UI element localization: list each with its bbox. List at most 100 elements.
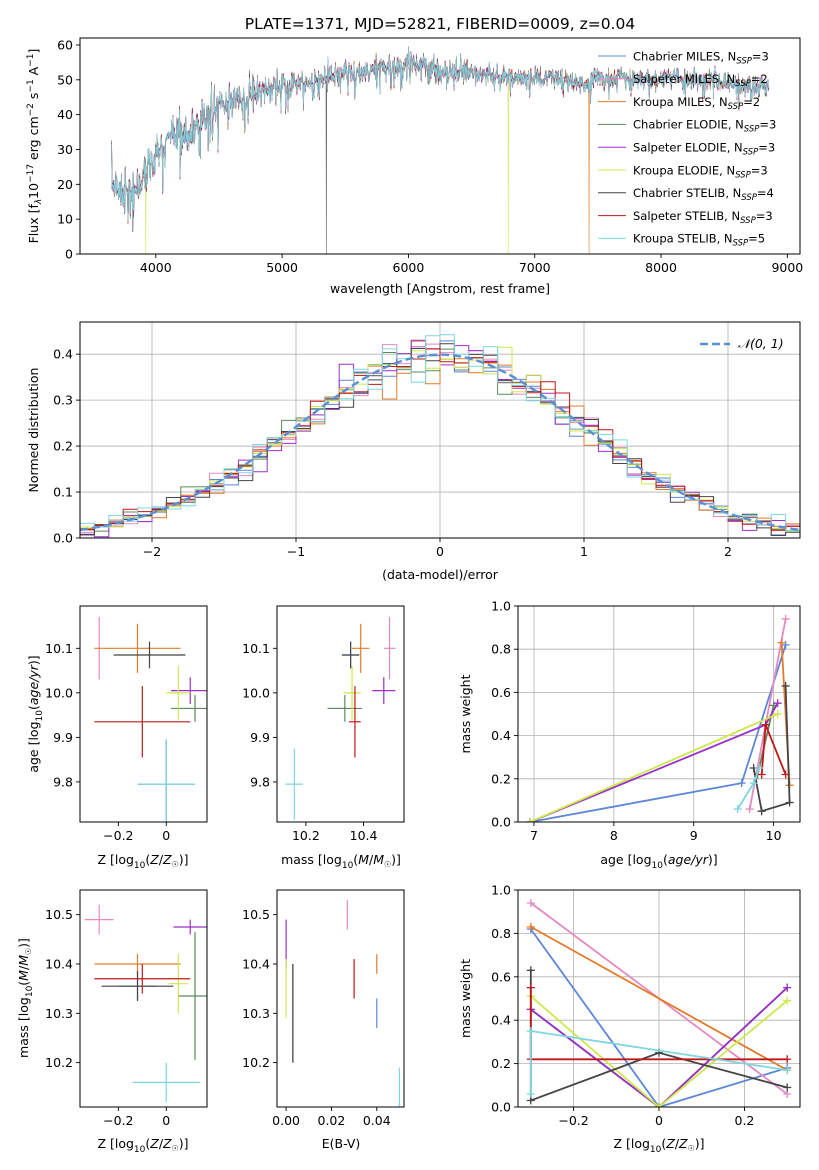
panel-weight_vs_Z: −0.2 0 0.2 0.0 0.2 0.4 0.6 0.8 1.0 mass weight Z […: [458, 883, 801, 1155]
y-tick-label: 0.4: [491, 1013, 511, 1028]
errorbar-salpeter_elodie: [173, 919, 207, 935]
plot-area: [525, 614, 794, 822]
plot-area: [285, 617, 396, 820]
y-tick-label: 9.9: [250, 730, 270, 745]
errorbar-kroupa_stelib: [137, 739, 196, 822]
marker-chabrier_stelib: [526, 966, 535, 975]
errorbar-salpeter_stelib: [349, 686, 361, 758]
legend-label-chabrier_miles: Chabrier MILES, NSSP=3: [633, 49, 769, 66]
legend-label-kroupa_stelib: Kroupa STELIB, NSSP=5: [633, 232, 765, 249]
marker-kroupa_elodie: [525, 818, 534, 822]
figure-title: PLATE=1371, MJD=52821, FIBERID=0009, z=0…: [245, 15, 635, 33]
legend: Chabrier MILES, NSSP=3 Salpeter MILES, NS…: [598, 49, 776, 249]
errorbar-chabrier_stelib: [101, 971, 174, 1001]
legend-label-salpeter_stelib: Salpeter STELIB, NSSP=3: [633, 209, 773, 226]
x-tick-label: 2: [724, 544, 732, 559]
x-tick-label: 4000: [140, 260, 172, 275]
y-tick-label: 30: [57, 142, 73, 157]
y-tick-label: 0: [65, 247, 73, 262]
errorbar-kroupa_elodie: [168, 954, 188, 1014]
line-kroupa_elodie: [530, 995, 788, 1107]
marker-kroupa_stelib: [755, 764, 764, 772]
axes-frame: [79, 605, 208, 823]
errorbar-chabrier_elodie: [178, 931, 207, 1061]
errorbar-salpeter_miles: [383, 617, 396, 680]
plot-area: [84, 904, 207, 1103]
errorbar-chabrier_stelib: [113, 641, 186, 669]
spectrum-kroupa_stelib: [111, 46, 769, 231]
x-axis-label: (data-model)/error: [382, 567, 499, 582]
axes-frame: [79, 37, 801, 255]
marker-salpeter_stelib: [761, 720, 770, 729]
marker-salpeter_miles: [526, 899, 535, 908]
x-tick-label: −1: [287, 544, 305, 559]
errorbar-kroupa_miles: [94, 623, 181, 673]
axes-frame: [276, 605, 405, 823]
legend-label-chabrier_elodie: Chabrier ELODIE, NSSP=3: [633, 118, 776, 135]
marker-kroupa_stelib: [733, 805, 742, 814]
marker-salpeter_stelib: [783, 1055, 792, 1064]
x-tick-label: 10.2: [292, 828, 320, 843]
line-chabrier_miles: [530, 928, 788, 1107]
errorbar-chabrier_stelib: [341, 641, 360, 669]
y-tick-label: 9.8: [53, 774, 73, 789]
marker-kroupa_elodie: [655, 1103, 663, 1107]
errorbar-kroupa_elodie: [343, 666, 361, 720]
y-tick-label: 0.0: [53, 531, 73, 546]
errorbar-kroupa_elodie: [166, 666, 191, 720]
histogram-kroupa_stelib: [80, 334, 800, 532]
marker-kroupa_stelib: [526, 1027, 535, 1036]
marker-salpeter_elodie: [783, 983, 792, 992]
marker-salpeter_stelib: [781, 770, 790, 779]
legend-label-kroupa_elodie: Kroupa ELODIE, NSSP=3: [633, 163, 768, 180]
y-tick-label: 0.6: [491, 685, 511, 700]
x-tick-label: 0: [162, 828, 170, 843]
y-tick-label: 50: [57, 72, 73, 87]
legend-label-kroupa_miles: Kroupa MILES, NSSP=2: [633, 95, 760, 112]
y-tick-label: 10.0: [242, 685, 270, 700]
y-tick-label: 10: [57, 212, 73, 227]
x-tick-label: −2: [143, 544, 161, 559]
legend-label-salpeter_elodie: Salpeter ELODIE, NSSP=3: [633, 141, 775, 158]
plot-area: [285, 899, 401, 1107]
y-tick-label: 9.9: [53, 730, 73, 745]
y-tick-label: 0.8: [491, 642, 511, 657]
errorbar-salpeter_stelib: [94, 686, 191, 758]
normal-curve: [80, 353, 800, 532]
line-salpeter_elodie: [530, 986, 788, 1107]
panel-age_vs_mass: 10.2 10.4 9.8 9.9 10.0 10.1 mass [log10(M/M☉)]: [242, 605, 405, 871]
y-tick-label: 10.3: [242, 1006, 270, 1021]
marker-salpeter_miles: [781, 614, 790, 623]
axes-frame: [276, 889, 405, 1108]
y-tick-label: 0.4: [491, 728, 511, 743]
x-tick-label: 0: [655, 1113, 663, 1128]
y-tick-label: 1.0: [491, 883, 511, 898]
errorbar-salpeter_elodie: [171, 677, 207, 704]
y-tick-label: 20: [57, 177, 73, 192]
y-tick-label: 0.0: [491, 1100, 511, 1115]
marker-chabrier_stelib: [781, 681, 790, 690]
y-tick-label: 9.8: [250, 774, 270, 789]
marker-kroupa_elodie: [773, 710, 782, 718]
marker-kroupa_stelib: [526, 1089, 535, 1098]
plot-area: [526, 899, 792, 1107]
errorbar-kroupa_miles: [94, 954, 181, 974]
marker-kroupa_stelib: [749, 779, 758, 788]
x-tick-label: 1: [580, 544, 588, 559]
marker-salpeter_elodie: [773, 699, 782, 708]
marker-kroupa_stelib: [783, 1066, 792, 1075]
y-axis-label: mass weight: [458, 959, 473, 1038]
x-tick-label: 10.4: [350, 828, 378, 843]
line-chabrier_stelib: [752, 685, 791, 813]
errorbar-kroupa_miles: [352, 623, 370, 673]
x-tick-label: 0: [162, 1113, 170, 1128]
marker-salpeter_stelib: [526, 983, 535, 992]
x-tick-label: 0.02: [318, 1113, 346, 1128]
errorbar-salpeter_elodie: [372, 677, 396, 704]
y-tick-label: 0.1: [53, 485, 73, 500]
y-tick-label: 60: [57, 37, 73, 52]
x-tick-label: 5000: [266, 260, 298, 275]
marker-salpeter_miles: [745, 805, 754, 814]
marker-kroupa_miles: [526, 922, 535, 931]
y-tick-label: 40: [57, 107, 73, 122]
